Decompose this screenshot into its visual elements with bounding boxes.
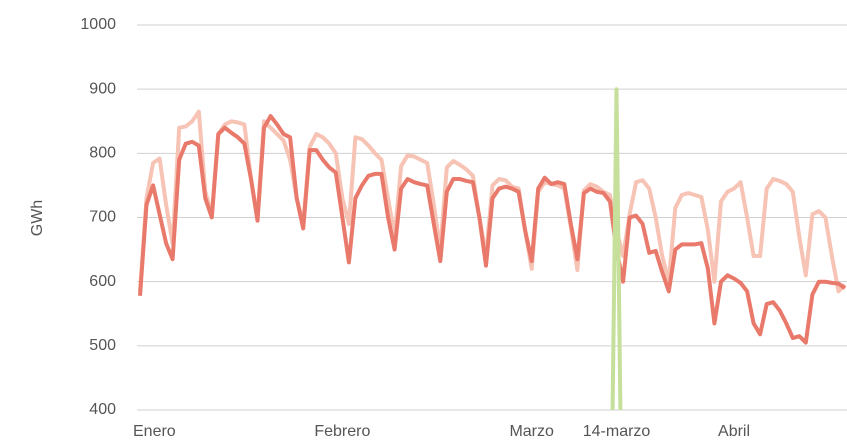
y-tick-label: 900: [89, 80, 116, 97]
x-tick-label: Enero: [133, 423, 176, 440]
x-tick-label: 14-marzo: [583, 423, 651, 440]
y-tick-label: 800: [89, 145, 116, 162]
y-axis-label: GWh: [29, 200, 46, 236]
series-line: [610, 87, 623, 411]
y-tick-label: 1000: [80, 16, 116, 33]
x-tick-label: Marzo: [509, 423, 554, 440]
y-tick-label: 500: [89, 337, 116, 354]
y-tick-label: 700: [89, 209, 116, 226]
x-tick-label: Abril: [718, 423, 750, 440]
y-tick-label: 400: [89, 401, 116, 418]
y-tick-label: 600: [89, 273, 116, 290]
x-tick-label: Febrero: [314, 423, 370, 440]
series-line: [138, 114, 847, 345]
